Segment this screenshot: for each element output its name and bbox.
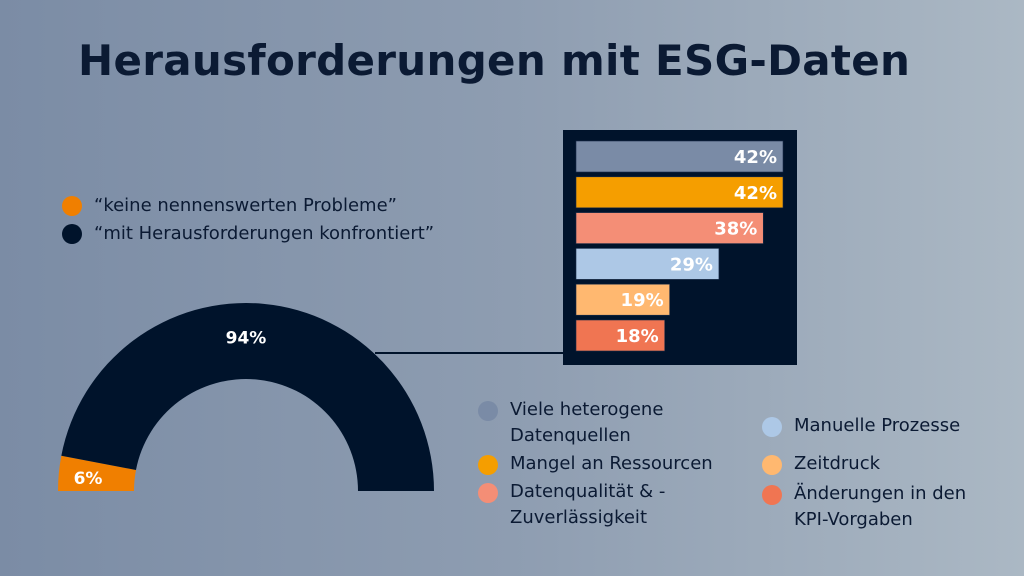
- bar: [575, 283, 670, 316]
- legend-item-0: Viele heterogene Datenquellen: [478, 397, 663, 449]
- page-title: Herausforderungen mit ESG-Daten: [78, 36, 911, 85]
- bar: [575, 319, 666, 352]
- legend-dot-navy: [62, 223, 82, 244]
- bar: [575, 248, 720, 280]
- legend-label: “mit Herausforderungen konfrontiert”: [94, 223, 435, 244]
- legend-item-2: Datenqualität & - Zuverlässigkeit: [478, 479, 665, 531]
- legend-label: Mangel an Ressourcen: [510, 453, 713, 474]
- legend-label: Zuverlässigkeit: [510, 507, 647, 528]
- bar: [575, 176, 784, 209]
- legend-label: Zeitdruck: [794, 453, 881, 474]
- donut-slice: [58, 455, 136, 491]
- legend-dot: [762, 455, 782, 475]
- bar: [575, 140, 784, 173]
- legend-label: KPI-Vorgaben: [794, 509, 913, 530]
- bar-label: 19%: [621, 290, 664, 311]
- legend-label: Viele heterogene: [510, 399, 664, 420]
- legend-dot: [478, 455, 498, 475]
- donut-slice: [61, 303, 435, 491]
- legend-label: “keine nennenswerten Probleme”: [94, 195, 397, 216]
- bar-label: 18%: [616, 326, 659, 347]
- legend-item-3: Manuelle Prozesse: [762, 413, 960, 439]
- legend-label: Änderungen in den: [794, 483, 967, 504]
- legend-label: Manuelle Prozesse: [794, 415, 961, 436]
- legend-item-4: Zeitdruck: [762, 451, 880, 477]
- bar-label: 38%: [714, 219, 757, 240]
- bar-label: 42%: [734, 147, 777, 168]
- donut-label: 6%: [74, 469, 103, 489]
- legend-item-1: Mangel an Ressourcen: [478, 451, 713, 477]
- legend-item-challenges: “mit Herausforderungen konfrontiert”: [62, 223, 434, 244]
- donut-label: 94%: [226, 329, 267, 349]
- legend-label: Datenquellen: [510, 425, 631, 446]
- legend-item-no-problems: “keine nennenswerten Probleme”: [62, 195, 397, 216]
- bar: [575, 212, 764, 244]
- bar-label: 29%: [670, 254, 713, 275]
- legend-dot-orange: [62, 195, 82, 216]
- legend-dot: [762, 417, 782, 437]
- legend-label: Datenqualität & -: [510, 481, 666, 502]
- legend-dot: [762, 485, 782, 505]
- legend-dot: [478, 483, 498, 503]
- legend-dot: [478, 401, 498, 421]
- bar-label: 42%: [734, 183, 777, 204]
- legend-item-5: Änderungen in den KPI-Vorgaben: [762, 481, 966, 533]
